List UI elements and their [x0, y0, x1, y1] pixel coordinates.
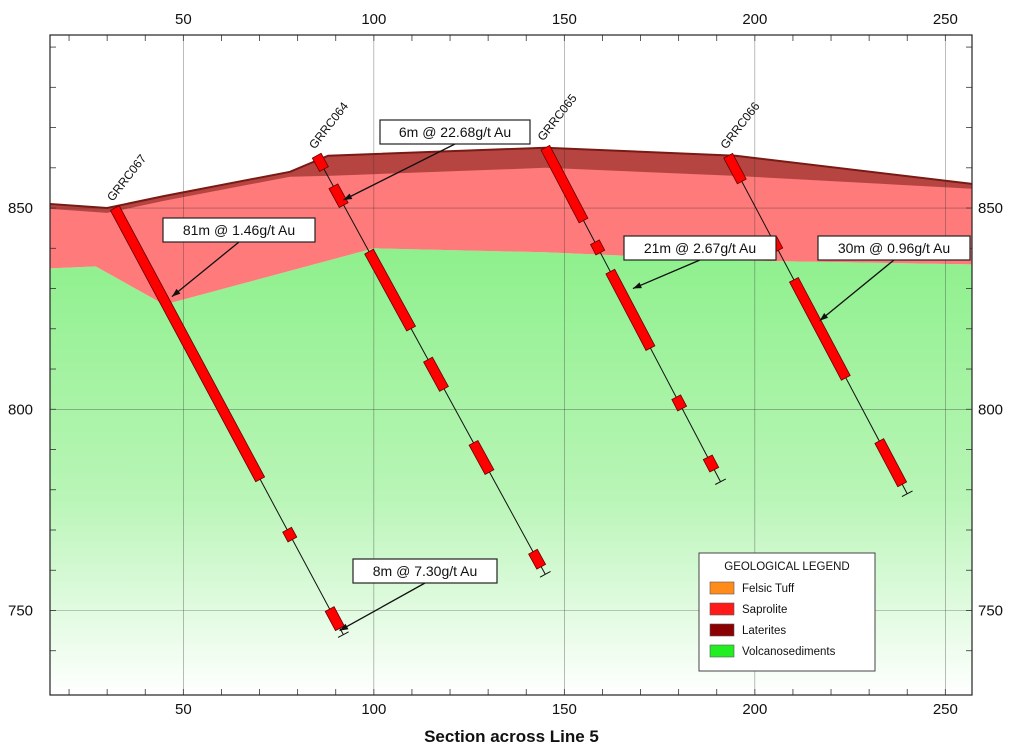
callout-text: 8m @ 7.30g/t Au [373, 563, 478, 579]
drillhole-intercept [702, 454, 720, 473]
legend-item-label: Felsic Tuff [742, 583, 795, 595]
y-tick-label-left: 750 [8, 602, 33, 619]
drillhole-label: GRRC064 [306, 99, 351, 151]
drillhole-end-tick [337, 631, 349, 638]
callout-leader [339, 582, 426, 632]
x-tick-label-bottom: 250 [933, 701, 958, 718]
x-tick-label-top: 250 [933, 11, 958, 28]
x-tick-label-bottom: 100 [361, 701, 386, 718]
legend-swatch [709, 602, 735, 616]
y-tick-label-right: 750 [978, 602, 1003, 619]
legend-item-label: Laterites [742, 625, 786, 637]
figure-caption: Section across Line 5 [424, 727, 599, 746]
plot-frame [49, 34, 973, 696]
x-tick-label-top: 200 [742, 11, 767, 28]
axis-ticks: 50 50 100 100 150 150 200 200 250 250 850 850 800 800… [8, 11, 1003, 718]
callout-box [352, 558, 498, 584]
grid-lines [50, 35, 972, 695]
y-tick-label-left: 850 [8, 200, 33, 217]
y-tick-label-left: 800 [8, 401, 33, 418]
drillhole-intercept [589, 239, 606, 256]
drillhole-intercept [671, 394, 688, 412]
callout-box [162, 217, 316, 243]
callout-box [817, 235, 971, 261]
drillhole-intercept [282, 526, 298, 543]
drillhole-intercept [109, 205, 266, 483]
saprolite-zone [50, 147, 972, 305]
callout-text: 81m @ 1.46g/t Au [183, 222, 295, 238]
drillhole-intercept [540, 144, 589, 224]
drillhole-label: GRRC065 [535, 91, 580, 143]
callout-arrowhead [819, 312, 829, 321]
callout-box [379, 119, 531, 145]
x-tick-label-bottom: 50 [175, 701, 192, 718]
drillhole-intercept [605, 268, 656, 351]
y-tick-label-right: 850 [978, 200, 1003, 217]
geological-legend: GEOLOGICAL LEGEND Felsic Tuff Saprolite La… [698, 552, 876, 672]
callout-5: 8m @ 7.30g/t Au [339, 558, 498, 632]
drillhole-intercept [723, 152, 747, 185]
x-tick-label-top: 50 [175, 11, 192, 28]
callout-arrowhead [171, 288, 181, 297]
drillhole-end-tick [901, 490, 913, 498]
callout-arrowhead [339, 623, 349, 631]
callout-4: 30m @ 0.96g/t Au [817, 235, 971, 322]
callout-leader [632, 259, 701, 290]
callout-text: 30m @ 0.96g/t Au [838, 240, 950, 256]
x-tick-label-top: 100 [361, 11, 386, 28]
callout-arrowhead [632, 282, 642, 289]
cross-section-diagram: 50 50 100 100 150 150 200 200 250 250 850 850 800 800… [8, 11, 1003, 718]
legend-item-label: Volcanosediments [742, 646, 836, 658]
drillhole-intercept [788, 276, 851, 381]
legend-items: Felsic Tuff Saprolite Laterites Volcanosedi… [709, 581, 836, 658]
topography-line [50, 146, 972, 210]
callout-leader [819, 259, 895, 322]
drillholes [109, 144, 913, 638]
legend-title: GEOLOGICAL LEGEND [724, 561, 849, 573]
drillhole-intercept [468, 439, 495, 476]
laterite-zone [50, 147, 972, 213]
legend-item-label: Saprolite [742, 604, 787, 616]
legend-swatch [709, 623, 735, 637]
callout-2: 81m @ 1.46g/t Au [162, 217, 316, 298]
drillhole-intercept [423, 356, 449, 392]
callout-3: 21m @ 2.67g/t Au [623, 235, 777, 290]
callout-arrowhead [343, 193, 353, 200]
x-tick-label-bottom: 200 [742, 701, 767, 718]
y-tick-label-right: 800 [978, 401, 1003, 418]
callout-leader [343, 143, 456, 201]
drillhole-end-tick [539, 570, 551, 578]
callout-1: 6m @ 22.68g/t Au [343, 119, 531, 201]
x-tick-label-bottom: 150 [552, 701, 577, 718]
drillhole-grrc065 [540, 144, 727, 485]
callout-leader [171, 241, 240, 298]
drillhole-grrc066 [723, 152, 913, 498]
legend-swatch [709, 581, 735, 595]
drillhole-intercept [328, 183, 349, 209]
drillhole-intercept [528, 548, 547, 570]
callout-text: 6m @ 22.68g/t Au [399, 124, 511, 140]
legend-swatch [709, 644, 735, 658]
drillhole-end-tick [715, 478, 727, 485]
drillhole-label: GRRC067 [104, 151, 149, 203]
callout-box [623, 235, 777, 261]
drillhole-label: GRRC066 [717, 99, 762, 151]
drillhole-intercept [311, 152, 329, 173]
drillhole-intercept [874, 438, 908, 488]
drillhole-grrc067 [109, 205, 349, 638]
x-tick-label-top: 150 [552, 11, 577, 28]
drillhole-intercept [364, 248, 417, 332]
drillhole-grrc064 [311, 152, 551, 578]
callout-text: 21m @ 2.67g/t Au [644, 240, 756, 256]
